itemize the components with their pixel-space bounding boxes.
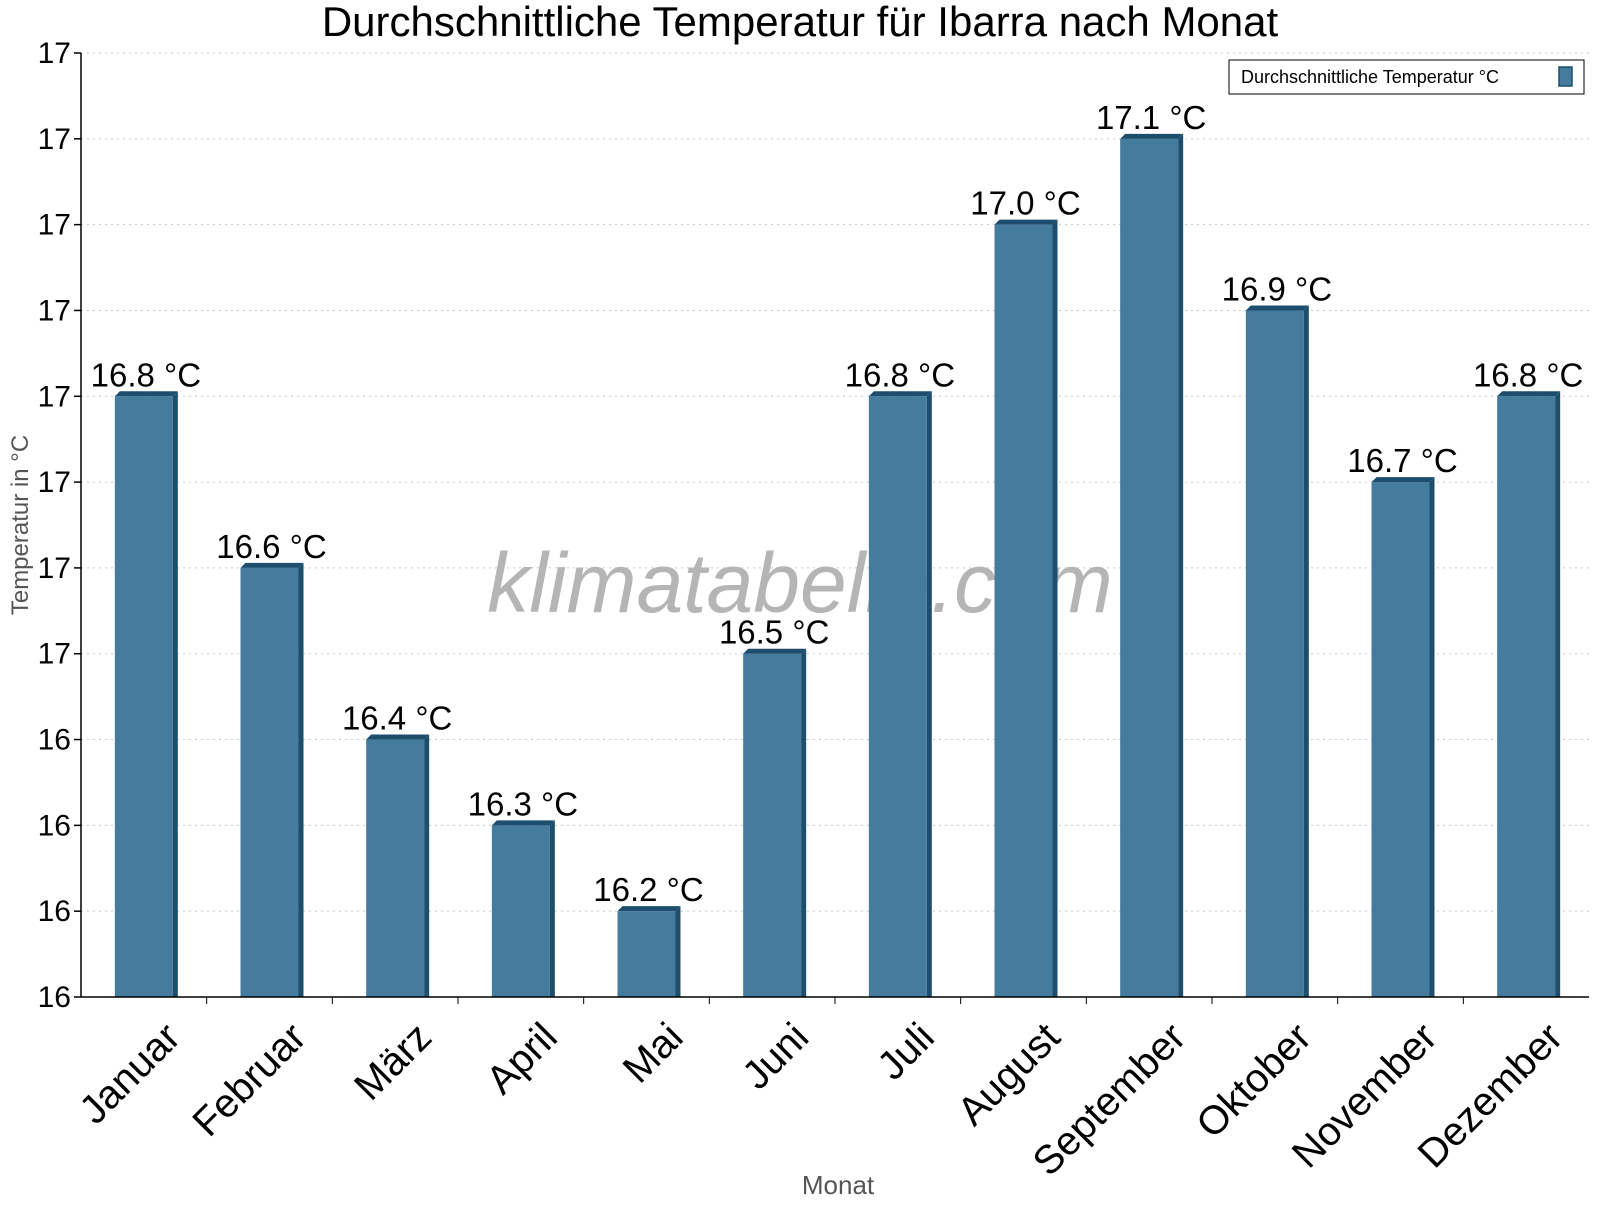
- x-tick-label: Juni: [734, 1015, 817, 1098]
- bar-front: [994, 224, 1053, 998]
- bar-top: [1120, 133, 1184, 139]
- bar-9: [1120, 133, 1184, 997]
- x-tick-label: März: [346, 1015, 440, 1109]
- bar-side: [1555, 391, 1561, 998]
- bar-top: [491, 820, 555, 826]
- y-tick-label: 17: [38, 552, 71, 585]
- chart-title: Durchschnittliche Temperatur für Ibarra …: [322, 0, 1279, 45]
- y-tick-label: 17: [38, 638, 71, 671]
- bar-top: [1371, 477, 1435, 483]
- grid-lines: [81, 52, 1589, 912]
- data-label: 16.6 °C: [216, 528, 326, 565]
- bar-top: [743, 648, 807, 654]
- data-label: 16.2 °C: [593, 871, 703, 908]
- bar-side: [1178, 133, 1184, 997]
- y-tick-label: 17: [38, 209, 71, 242]
- bar-front: [1371, 482, 1430, 997]
- bar-11: [1371, 477, 1435, 997]
- bar-top: [868, 391, 932, 397]
- data-label: 16.8 °C: [1473, 356, 1583, 393]
- data-label: 16.9 °C: [1222, 270, 1332, 307]
- x-tick-label: April: [478, 1015, 566, 1103]
- bar-front: [1245, 310, 1304, 997]
- y-tick-labels: 16 16 16 16 17 17 17 17 17 17 17 17: [38, 37, 81, 1014]
- data-label: 16.3 °C: [468, 785, 578, 822]
- bar-10: [1245, 305, 1309, 997]
- bar-3: [366, 734, 430, 997]
- data-label: 16.5 °C: [719, 614, 829, 651]
- data-label: 16.7 °C: [1347, 442, 1457, 479]
- bars: [114, 133, 1561, 998]
- data-label: 17.1 °C: [1096, 99, 1206, 136]
- legend-box: [1228, 59, 1585, 95]
- bar-side: [675, 906, 681, 997]
- x-axis-title: Monat: [802, 1170, 875, 1200]
- y-tick-label: 17: [38, 37, 71, 70]
- axes: [80, 53, 1589, 998]
- bar-top: [1497, 391, 1561, 397]
- y-axis-title: Temperatur in °C: [7, 435, 34, 615]
- bar-2: [240, 562, 304, 997]
- x-tick-label: August: [949, 1015, 1068, 1134]
- data-labels: 16.8 °C 16.6 °C 16.4 °C 16.3 °C 16.2 °C 16.5 …: [91, 99, 1584, 908]
- bar-side: [549, 820, 555, 997]
- bar-side: [172, 391, 178, 998]
- bar-1: [114, 391, 178, 998]
- y-tick-label: 17: [38, 380, 71, 413]
- bar-6: [743, 648, 807, 997]
- bar-front: [114, 396, 173, 998]
- bar-front: [617, 911, 676, 997]
- bar-top: [366, 734, 430, 740]
- bar-front: [868, 396, 927, 998]
- bar-side: [801, 648, 807, 997]
- bar-side: [424, 734, 430, 997]
- bar-front: [366, 739, 425, 997]
- bar-top: [1245, 305, 1309, 311]
- bar-5: [617, 906, 681, 997]
- bar-front: [743, 653, 802, 997]
- bar-side: [298, 562, 304, 997]
- bar-top: [114, 391, 178, 397]
- y-tick-label: 16: [38, 809, 71, 842]
- bar-7: [868, 391, 932, 998]
- legend-swatch: [1558, 66, 1573, 87]
- y-tick-label: 16: [38, 724, 71, 757]
- bar-4: [491, 820, 555, 997]
- bar-front: [1497, 396, 1556, 998]
- y-tick-label: 16: [38, 981, 71, 1014]
- bar-front: [491, 825, 550, 997]
- data-label: 16.8 °C: [845, 356, 955, 393]
- bar-front: [1120, 138, 1179, 997]
- bar-12: [1497, 391, 1561, 998]
- bar-side: [1303, 305, 1309, 997]
- bar-8: [994, 219, 1058, 998]
- x-tick-label: Juli: [869, 1015, 943, 1089]
- data-label: 16.4 °C: [342, 700, 452, 737]
- bar-side: [1429, 477, 1435, 997]
- x-tick-label: Oktober: [1188, 1015, 1320, 1147]
- legend-label: Durchschnittliche Temperatur °C: [1241, 67, 1499, 87]
- x-tick-label: Januar: [71, 1015, 189, 1133]
- bar-top: [240, 562, 304, 568]
- y-tick-label: 17: [38, 466, 71, 499]
- y-tick-label: 16: [38, 895, 71, 928]
- bar-side: [926, 391, 932, 998]
- y-tick-label: 17: [38, 123, 71, 156]
- legend: Durchschnittliche Temperatur °C: [1228, 59, 1585, 95]
- bar-top: [994, 219, 1058, 225]
- y-tick-label: 17: [38, 294, 71, 327]
- x-tick-label: Mai: [615, 1015, 692, 1092]
- bar-side: [1052, 219, 1058, 998]
- data-label: 17.0 °C: [970, 185, 1080, 222]
- x-tick-label: Februar: [184, 1015, 314, 1145]
- bar-front: [240, 567, 299, 997]
- data-label: 16.8 °C: [91, 356, 201, 393]
- bar-top: [617, 906, 681, 912]
